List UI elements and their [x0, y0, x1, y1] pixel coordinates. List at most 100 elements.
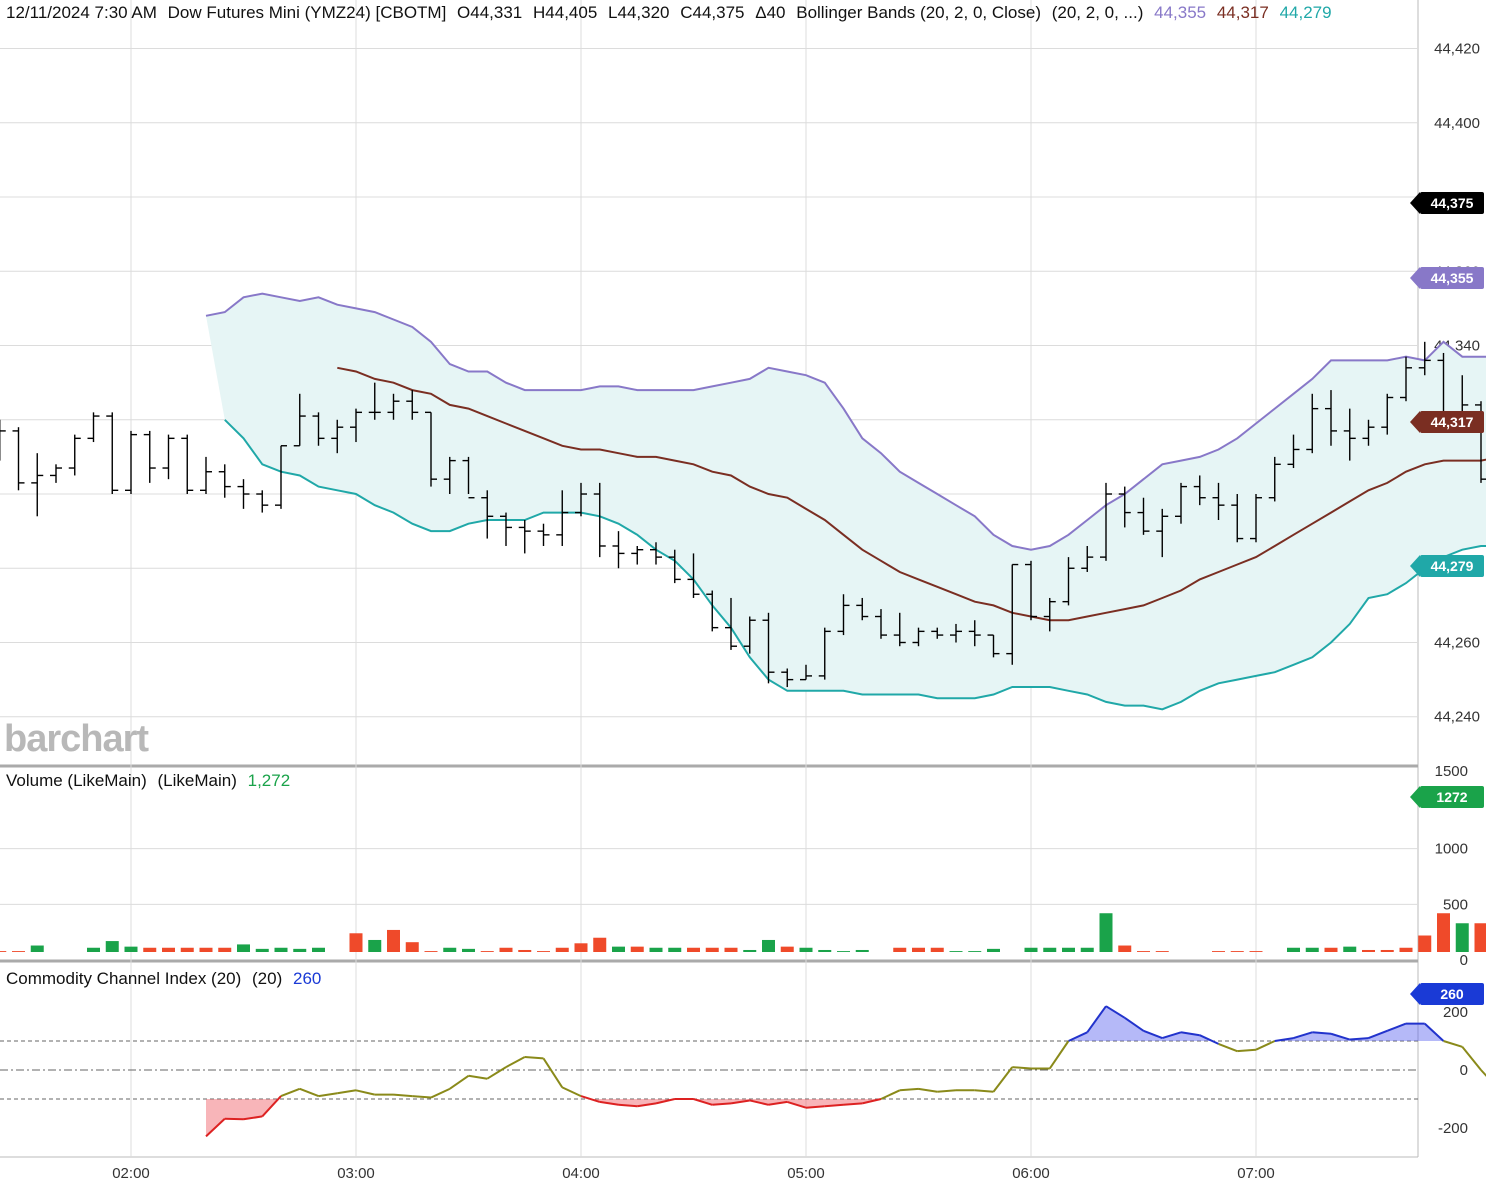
ohlc-bar [200, 456, 212, 495]
cci-line-segment [299, 1087, 319, 1098]
volume-bar [1474, 923, 1486, 952]
header-indicator[interactable]: Bollinger Bands (20, 2, 0, Close) [796, 3, 1041, 22]
barchart-watermark: barchart [4, 718, 149, 760]
ohlc-bar [68, 434, 81, 476]
ohlc-bar [1418, 341, 1431, 376]
ohlc-bar [462, 456, 475, 499]
cci-line-segment [224, 1117, 244, 1121]
volume-bar [274, 947, 288, 952]
volume-tick-label: 1500 [1435, 763, 1468, 780]
ohlc-bar [837, 594, 850, 636]
ohlc-bar [1306, 393, 1319, 454]
cci-line-segment [1330, 1032, 1351, 1041]
volume-bar [1118, 945, 1132, 952]
ohlc-bar [387, 393, 400, 420]
cci-overbought-fill [1068, 1006, 1213, 1041]
header-bb-upper: 44,355 [1154, 3, 1207, 22]
cci-line-segment [243, 1115, 263, 1121]
x-tick-label: 07:00 [1237, 1165, 1275, 1182]
cci-line-segment [1424, 1022, 1445, 1042]
ohlc-bar [875, 609, 887, 639]
cci-line-segment [412, 1095, 432, 1099]
ohlc-bar [856, 597, 869, 621]
volume-bar [368, 939, 382, 952]
ohlc-bar [556, 490, 569, 546]
ohlc-bar [931, 627, 944, 639]
cci-tick-label: 0 [1460, 1062, 1468, 1079]
volume-bar [199, 947, 213, 952]
volume-bar [87, 947, 100, 952]
volume-bar [255, 948, 269, 952]
ohlc-bar [1400, 356, 1412, 402]
header-bb-lower: 44,279 [1279, 3, 1332, 22]
ohlc-bar [1343, 408, 1356, 461]
volume-bar [218, 947, 232, 952]
volume-bar [387, 929, 400, 952]
cci-line-segment [337, 1089, 357, 1095]
bb-middle-tag: 44,317 [1410, 411, 1484, 433]
ohlc-bar [575, 482, 587, 517]
volume-bar [1380, 949, 1394, 952]
ohlc-bar [500, 512, 512, 546]
volume-bar [1155, 951, 1169, 952]
volume-title[interactable]: Volume (LikeMain) [6, 771, 147, 790]
cci-line-segment [637, 1102, 657, 1108]
cci-line-segment [749, 1099, 769, 1106]
cci-line-segment [974, 1089, 994, 1093]
cci-line-segment [693, 1098, 713, 1106]
bb-lower-tag: 44,279 [1410, 555, 1484, 577]
volume-bar [518, 949, 532, 952]
ohlc-bar [162, 434, 175, 480]
volume-bar [1043, 947, 1057, 952]
cci-line-segment [393, 1093, 413, 1098]
ohlc-bar [725, 597, 737, 650]
cci-line-segment [1274, 1037, 1294, 1042]
volume-bar [968, 951, 982, 952]
volume-bar [855, 949, 869, 952]
volume-bar [537, 951, 550, 952]
cci-line-segment [880, 1089, 901, 1100]
volume-bar [105, 941, 119, 952]
cci-line-segment [1218, 1042, 1238, 1053]
cci-line-segment [205, 1117, 226, 1138]
cci-line-segment [862, 1098, 882, 1105]
ohlc-bar [1062, 557, 1075, 606]
ohlc-bar [1175, 482, 1187, 524]
cci-line-segment [768, 1100, 788, 1106]
header-symbol: Dow Futures Mini (YMZ24) [CBOTM] [167, 3, 447, 22]
ohlc-bar [143, 430, 156, 483]
ohlc-bar [612, 531, 625, 569]
volume-tag: 1272 [1410, 786, 1484, 808]
cci-value: 260 [292, 969, 322, 988]
cci-line-segment [937, 1089, 957, 1093]
ohlc-bar [537, 523, 550, 546]
volume-bar [499, 947, 513, 952]
volume-bar [1399, 947, 1413, 952]
cci-line-segment [1480, 1069, 1486, 1077]
cci-line-segment [1349, 1037, 1369, 1041]
volume-bar [818, 949, 832, 952]
cci-line-segment [599, 1100, 619, 1106]
ohlc-bar [218, 464, 231, 498]
x-tick-label: 05:00 [787, 1165, 825, 1182]
bollinger-band-fill [206, 293, 1486, 710]
cci-line-segment [486, 1066, 507, 1080]
volume-bar [180, 947, 194, 952]
volume-bar [837, 951, 850, 952]
ohlc-bar [987, 634, 1000, 658]
cci-line-segment [1386, 1022, 1407, 1032]
cci-panel-title: Commodity Channel Index (20) (20) 260 [6, 969, 327, 989]
volume-bar [443, 947, 457, 952]
cci-line-segment [1086, 1005, 1107, 1033]
ohlc-bar [1006, 563, 1019, 665]
volume-bar [649, 947, 663, 952]
cci-line-segment [1199, 1034, 1219, 1045]
header-low: L44,320 [608, 3, 670, 22]
ohlc-bar [800, 664, 812, 681]
cci-title[interactable]: Commodity Channel Index (20) [6, 969, 242, 988]
ohlc-bar [743, 616, 756, 654]
volume-bar [593, 937, 607, 952]
ohlc-bar [1025, 560, 1037, 621]
cci-oversold-fill [590, 1099, 675, 1107]
